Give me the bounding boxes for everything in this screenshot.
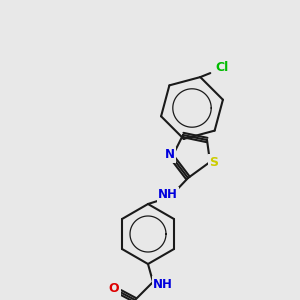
Text: O: O — [109, 281, 119, 295]
Text: NH: NH — [158, 188, 178, 202]
Text: S: S — [209, 155, 218, 169]
Text: Cl: Cl — [216, 61, 229, 74]
Text: N: N — [165, 148, 175, 161]
Text: NH: NH — [153, 278, 173, 290]
